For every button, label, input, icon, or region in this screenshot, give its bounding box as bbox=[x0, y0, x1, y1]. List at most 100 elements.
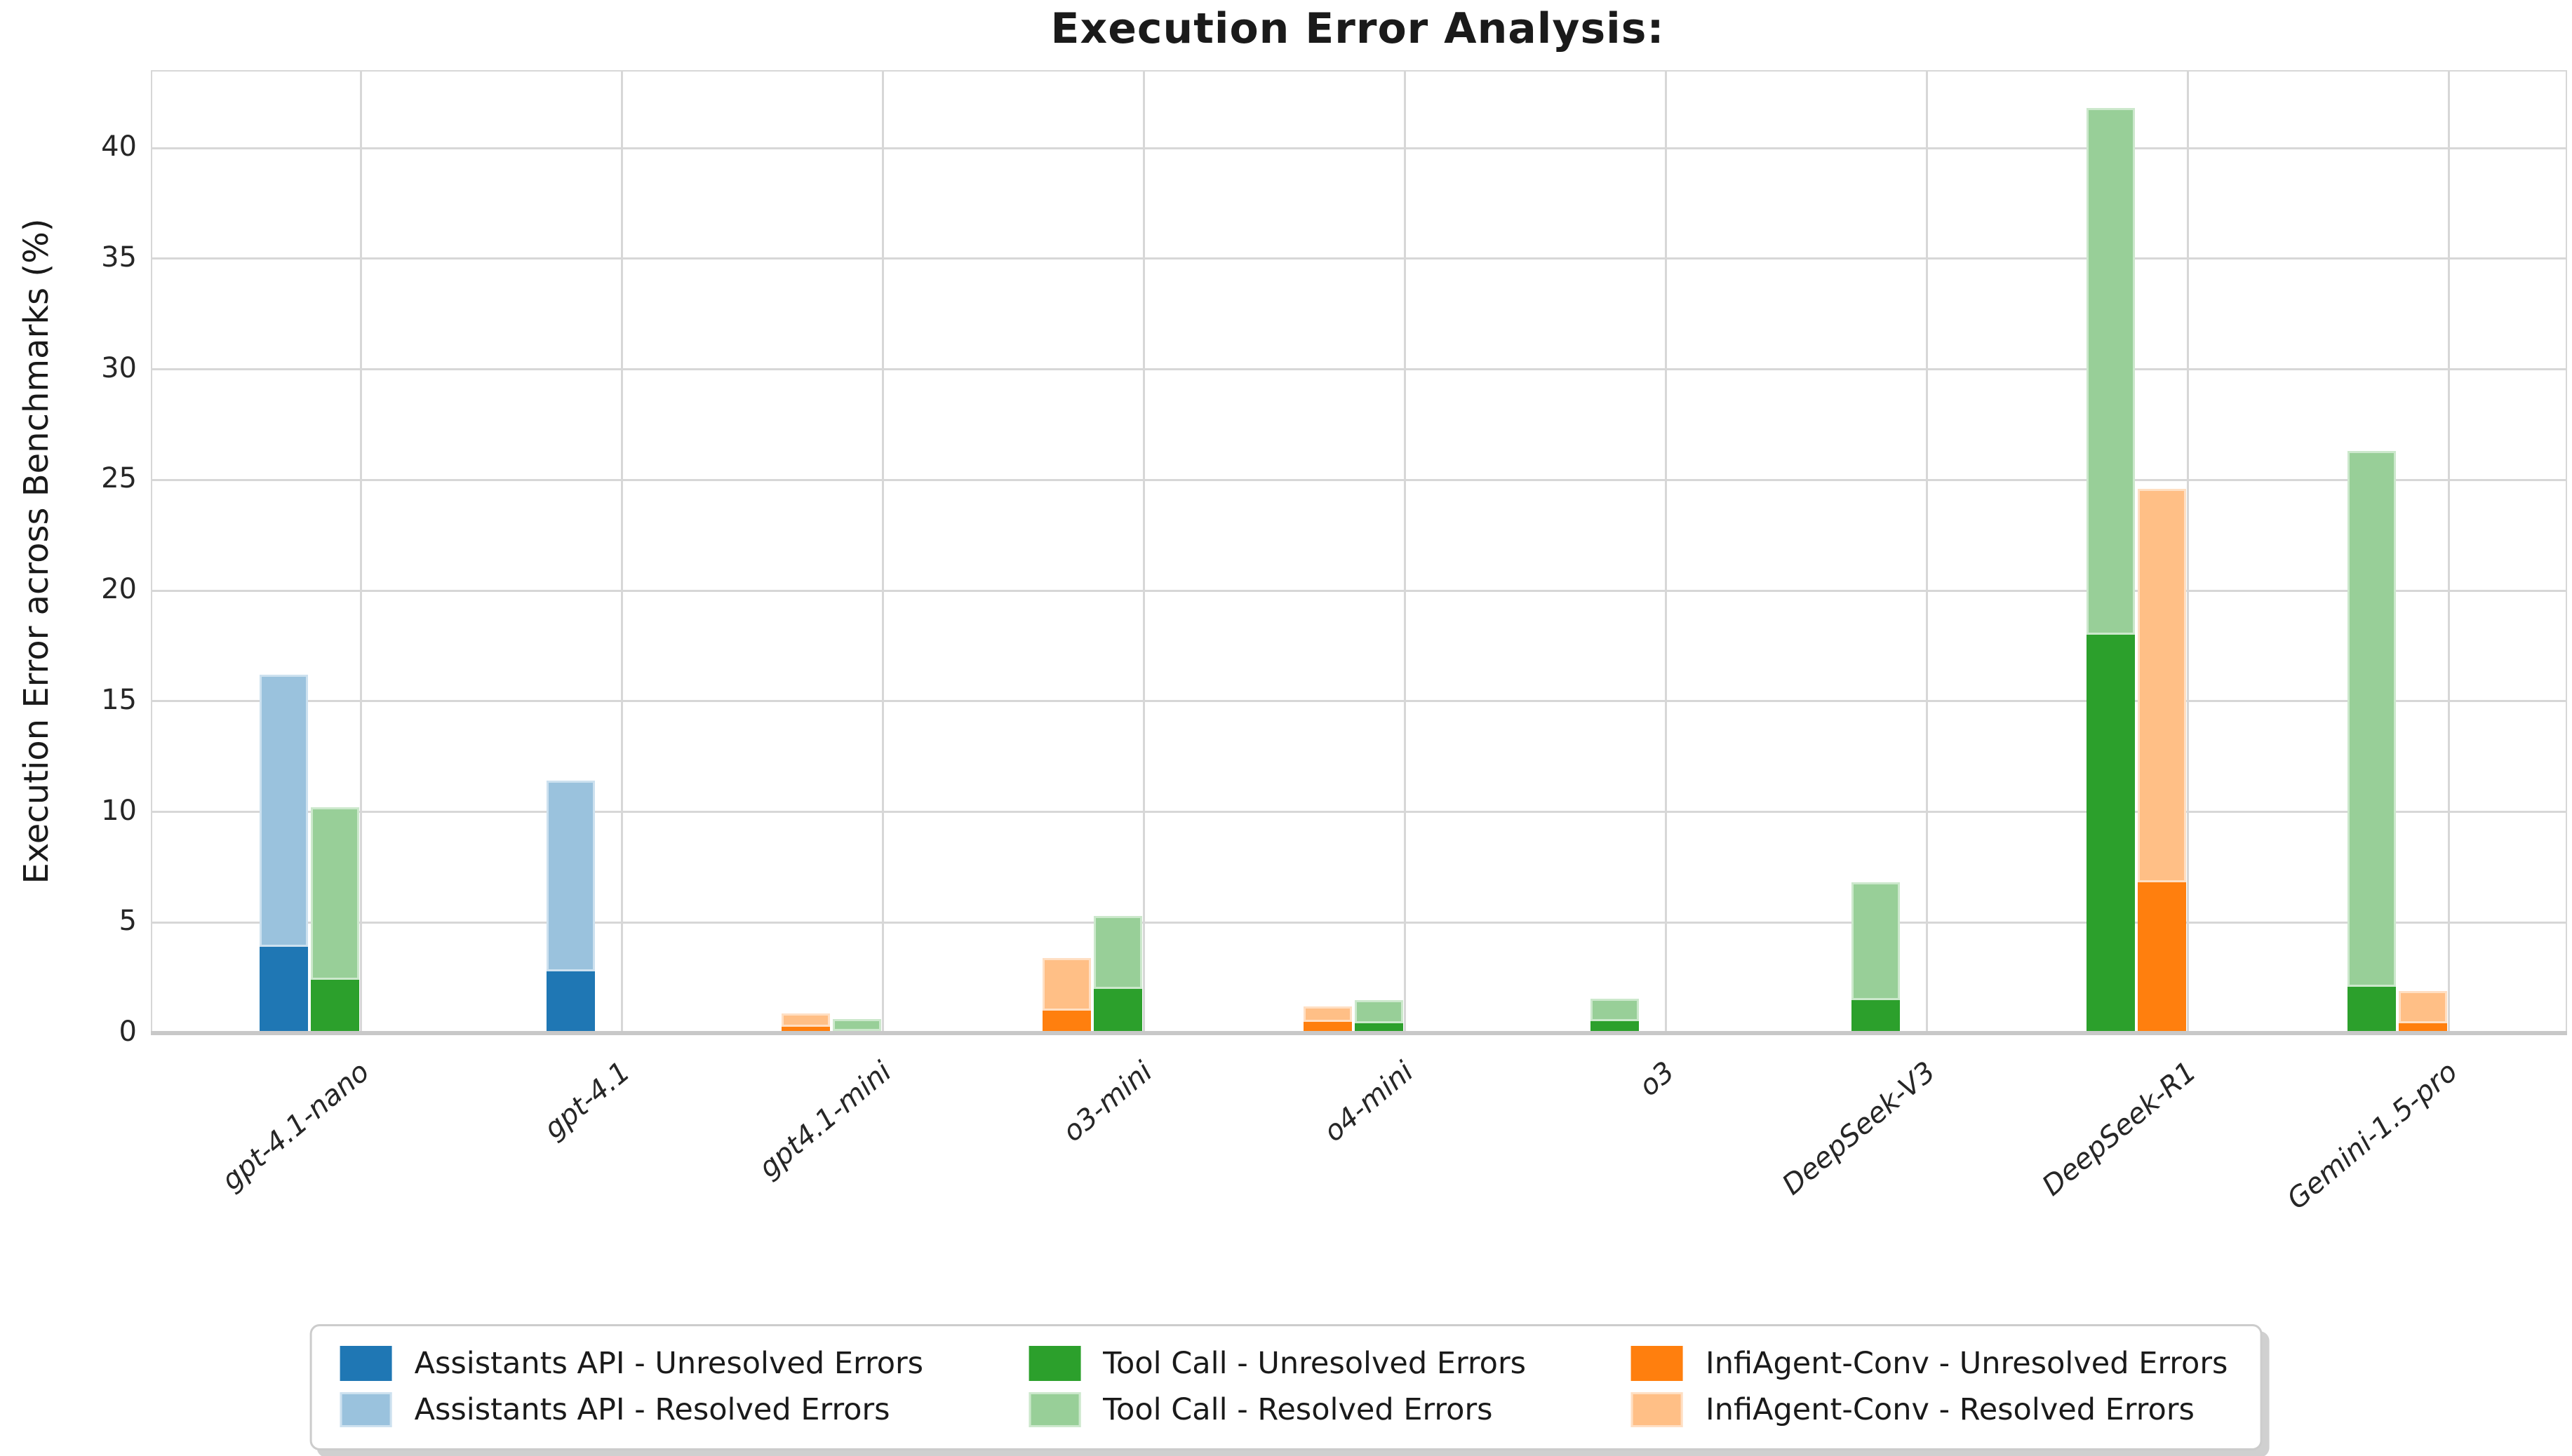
bar-segment-tool_call-unresolved bbox=[2087, 635, 2135, 1033]
y-gridline bbox=[152, 700, 2566, 703]
bar-segment-tool_call-unresolved bbox=[1590, 1020, 1639, 1033]
bar-segment-assistants_api-resolved bbox=[260, 674, 308, 947]
legend-swatch-infiagent-unresolved-icon bbox=[1631, 1346, 1684, 1381]
bar-gpt4.1-mini-infiagent_conv bbox=[780, 1013, 831, 1033]
bar-segment-tool_call-resolved bbox=[833, 1018, 881, 1031]
y-tick-label: 20 bbox=[101, 573, 137, 605]
bar-segment-tool_call-unresolved bbox=[1094, 988, 1142, 1033]
x-tick-label: DeepSeek-R1 bbox=[2036, 1056, 2203, 1203]
bar-segment-tool_call-unresolved bbox=[1355, 1023, 1403, 1033]
bar-segment-infiagent_conv-resolved bbox=[782, 1013, 830, 1027]
bar-segment-assistants_api-resolved bbox=[546, 781, 595, 971]
x-gridline bbox=[1925, 72, 1928, 1033]
y-gridline bbox=[152, 811, 2566, 813]
bar-segment-tool_call-resolved bbox=[1590, 999, 1639, 1021]
x-gridline bbox=[2447, 72, 2450, 1033]
x-gridline bbox=[2186, 72, 2189, 1033]
x-tick-label: o3-mini bbox=[1057, 1056, 1159, 1149]
y-gridline bbox=[152, 921, 2566, 924]
bar-Gemini-1.5-pro-tool_call bbox=[2346, 451, 2397, 1033]
x-tick-label: o3 bbox=[1633, 1056, 1681, 1103]
legend-item-toolcall-resolved: Tool Call - Resolved Errors bbox=[1029, 1392, 1526, 1427]
legend-item-infiagent-unresolved: InfiAgent-Conv - Unresolved Errors bbox=[1631, 1346, 2228, 1381]
bar-o3-mini-infiagent_conv bbox=[1041, 957, 1092, 1033]
y-tick-label: 5 bbox=[119, 905, 137, 938]
bar-DeepSeek-R1-tool_call bbox=[2085, 108, 2136, 1033]
y-tick-label: 15 bbox=[101, 683, 137, 716]
bar-o4-mini-tool_call bbox=[1353, 999, 1405, 1033]
bar-gpt-4.1-nano-assistants_api bbox=[258, 674, 309, 1033]
legend-swatch-assistants-resolved-icon bbox=[340, 1392, 392, 1427]
bar-segment-infiagent_conv-resolved bbox=[2399, 991, 2447, 1023]
bar-segment-infiagent_conv-resolved bbox=[2138, 488, 2186, 883]
x-gridline bbox=[359, 72, 362, 1033]
bar-segment-infiagent_conv-resolved bbox=[1043, 957, 1091, 1011]
bar-segment-tool_call-resolved bbox=[311, 807, 359, 980]
bar-segment-tool_call-unresolved bbox=[2347, 986, 2396, 1033]
plot-area bbox=[151, 70, 2567, 1035]
y-tick-label: 10 bbox=[101, 794, 137, 827]
x-tick-label: Gemini-1.5-pro bbox=[2281, 1056, 2464, 1216]
legend-label: Assistants API - Unresolved Errors bbox=[414, 1346, 924, 1381]
x-gridline bbox=[1403, 72, 1406, 1033]
bar-DeepSeek-R1-infiagent_conv bbox=[2136, 488, 2188, 1033]
bar-segment-assistants_api-unresolved bbox=[260, 946, 308, 1033]
bar-o3-tool_call bbox=[1589, 999, 1640, 1033]
bar-segment-tool_call-resolved bbox=[1355, 999, 1403, 1023]
bar-segment-infiagent_conv-unresolved bbox=[782, 1026, 830, 1033]
legend-item-assistants-unresolved: Assistants API - Unresolved Errors bbox=[340, 1346, 924, 1381]
legend-swatch-toolcall-resolved-icon bbox=[1029, 1392, 1081, 1427]
bar-segment-infiagent_conv-unresolved bbox=[2138, 882, 2186, 1033]
y-tick-label: 40 bbox=[101, 130, 137, 163]
bar-segment-tool_call-unresolved bbox=[1851, 999, 1900, 1033]
y-tick-label: 30 bbox=[101, 351, 137, 384]
bar-segment-infiagent_conv-unresolved bbox=[1043, 1011, 1091, 1033]
bar-o4-mini-infiagent_conv bbox=[1302, 1006, 1353, 1033]
y-gridline bbox=[152, 368, 2566, 370]
legend-label: Tool Call - Resolved Errors bbox=[1103, 1392, 1493, 1427]
x-gridline bbox=[1142, 72, 1145, 1033]
x-gridline bbox=[881, 72, 884, 1033]
y-tick-label: 25 bbox=[101, 462, 137, 495]
bar-segment-infiagent_conv-unresolved bbox=[1304, 1022, 1352, 1033]
bar-Gemini-1.5-pro-infiagent_conv bbox=[2397, 991, 2449, 1033]
legend-swatch-toolcall-unresolved-icon bbox=[1029, 1346, 1081, 1381]
legend-swatch-assistants-unresolved-icon bbox=[340, 1346, 392, 1381]
bar-segment-infiagent_conv-resolved bbox=[1304, 1006, 1352, 1023]
legend-label: Tool Call - Unresolved Errors bbox=[1103, 1346, 1527, 1381]
x-gridline bbox=[1664, 72, 1667, 1033]
bar-o3-mini-tool_call bbox=[1092, 915, 1144, 1033]
legend-label: InfiAgent-Conv - Resolved Errors bbox=[1706, 1392, 2195, 1427]
bar-segment-tool_call-unresolved bbox=[311, 980, 359, 1033]
legend-label: Assistants API - Resolved Errors bbox=[414, 1392, 890, 1427]
legend-label: InfiAgent-Conv - Unresolved Errors bbox=[1706, 1346, 2228, 1381]
legend: Assistants API - Unresolved Errors Assis… bbox=[309, 1324, 2263, 1450]
y-gridline bbox=[152, 257, 2566, 260]
chart-title: Execution Error Analysis: bbox=[1050, 4, 1665, 53]
bar-segment-tool_call-resolved bbox=[2087, 108, 2135, 635]
x-tick-label: gpt-4.1-nano bbox=[215, 1056, 376, 1197]
y-gridline bbox=[152, 147, 2566, 149]
bar-segment-assistants_api-unresolved bbox=[546, 971, 595, 1033]
legend-item-infiagent-resolved: InfiAgent-Conv - Resolved Errors bbox=[1631, 1392, 2228, 1427]
y-tick-label: 0 bbox=[119, 1016, 137, 1048]
bar-segment-tool_call-resolved bbox=[2347, 451, 2396, 987]
x-tick-label: gpt4.1-mini bbox=[752, 1056, 898, 1185]
x-gridline bbox=[620, 72, 623, 1033]
x-axis-line bbox=[151, 1031, 2567, 1035]
bar-DeepSeek-V3-tool_call bbox=[1850, 882, 1901, 1033]
y-gridline bbox=[152, 589, 2566, 592]
bar-gpt-4.1-assistants_api bbox=[545, 781, 596, 1033]
x-tick-label: gpt-4.1 bbox=[538, 1056, 637, 1146]
bar-segment-tool_call-resolved bbox=[1094, 915, 1142, 989]
y-gridline bbox=[152, 478, 2566, 481]
x-tick-label: o4-mini bbox=[1318, 1056, 1420, 1149]
bar-segment-tool_call-resolved bbox=[1851, 882, 1900, 1000]
y-axis-label: Execution Error across Benchmarks (%) bbox=[17, 218, 56, 884]
legend-item-toolcall-unresolved: Tool Call - Unresolved Errors bbox=[1029, 1346, 1526, 1381]
bar-gpt-4.1-nano-tool_call bbox=[309, 807, 361, 1033]
y-tick-label: 35 bbox=[101, 241, 137, 274]
legend-item-assistants-resolved: Assistants API - Resolved Errors bbox=[340, 1392, 924, 1427]
bar-segment-infiagent_conv-unresolved bbox=[2399, 1023, 2447, 1033]
